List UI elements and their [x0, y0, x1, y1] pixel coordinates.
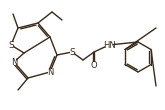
- FancyBboxPatch shape: [48, 69, 52, 75]
- FancyBboxPatch shape: [12, 59, 16, 65]
- FancyBboxPatch shape: [105, 42, 113, 48]
- Text: N: N: [11, 58, 17, 67]
- Text: N: N: [47, 68, 53, 76]
- FancyBboxPatch shape: [9, 42, 13, 48]
- Text: S: S: [69, 48, 75, 57]
- Text: S: S: [8, 40, 14, 50]
- FancyBboxPatch shape: [92, 62, 96, 68]
- Text: HN: HN: [103, 40, 115, 50]
- FancyBboxPatch shape: [70, 49, 74, 55]
- Text: O: O: [91, 61, 97, 70]
